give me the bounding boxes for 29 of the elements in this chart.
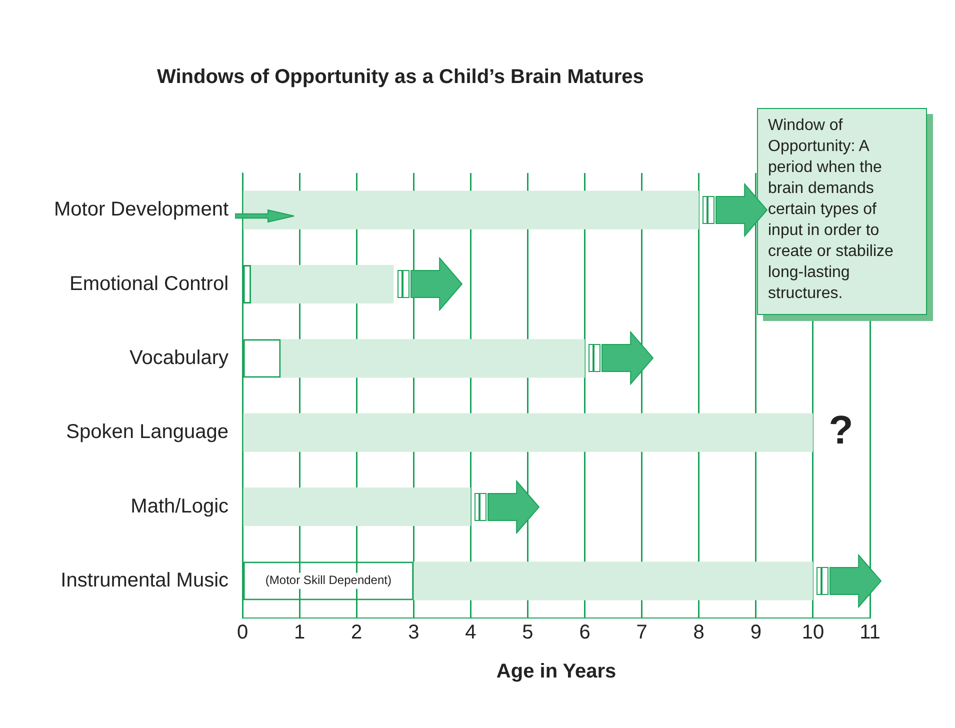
y-tick-label: Spoken Language (66, 421, 229, 444)
bar (243, 190, 699, 230)
x-tick-label: 6 (579, 622, 590, 644)
x-tick-label: 9 (750, 622, 762, 644)
annotation: ? (828, 408, 854, 453)
chart-title: Windows of Opportunity as a Child’s Brain Matures (157, 66, 644, 89)
x-axis-title: Age in Years (496, 660, 616, 683)
annotation: (Motor Skill Dependent) (265, 573, 392, 588)
y-tick-label: Vocabulary (130, 346, 229, 369)
y-tick-label: Motor Development (54, 198, 229, 221)
x-tick-label: 5 (522, 622, 534, 644)
x-tick-label: 10 (802, 622, 824, 644)
y-tick-label: Emotional Control (70, 272, 229, 295)
bar (280, 339, 585, 378)
x-tick-label: 0 (236, 622, 248, 644)
x-tick-label: 2 (351, 622, 362, 644)
text: Window of Opportunity: A period when the brain demands certain types of input in order to create or stabilize long-lasting structures. (768, 117, 894, 302)
y-tick-label: Math/Logic (130, 495, 229, 518)
bar (414, 562, 813, 600)
x-tick-label: 1 (294, 622, 306, 644)
y-tick-label: Instrumental Music (60, 569, 229, 592)
x-tick-label: 7 (636, 622, 648, 644)
bar (243, 487, 471, 526)
bar (243, 413, 813, 452)
bar (251, 264, 394, 304)
x-tick-label: 8 (693, 622, 704, 644)
x-tick-label: 4 (465, 622, 476, 644)
x-tick-label: 11 (860, 622, 880, 644)
x-tick-label: 3 (408, 622, 420, 644)
